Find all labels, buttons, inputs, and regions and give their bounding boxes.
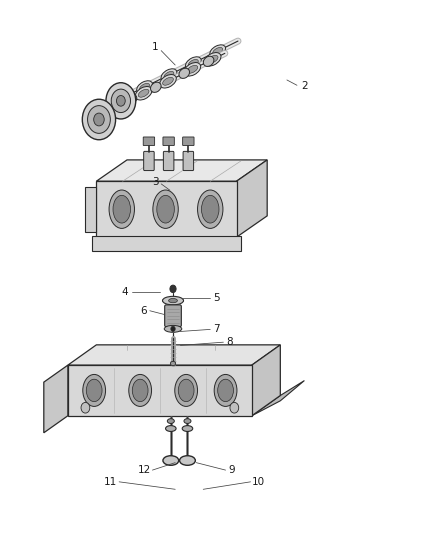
Circle shape bbox=[171, 326, 175, 332]
Text: 6: 6 bbox=[140, 306, 147, 316]
Ellipse shape bbox=[164, 71, 174, 79]
Ellipse shape bbox=[201, 195, 219, 223]
Ellipse shape bbox=[185, 57, 201, 69]
Polygon shape bbox=[68, 345, 280, 365]
Ellipse shape bbox=[129, 374, 152, 406]
Ellipse shape bbox=[175, 374, 198, 406]
FancyBboxPatch shape bbox=[183, 151, 194, 171]
Ellipse shape bbox=[198, 190, 223, 228]
Ellipse shape bbox=[179, 68, 190, 78]
Text: 12: 12 bbox=[138, 465, 151, 475]
Text: 2: 2 bbox=[301, 82, 308, 91]
Text: 11: 11 bbox=[104, 477, 117, 487]
Polygon shape bbox=[237, 160, 267, 237]
Circle shape bbox=[94, 113, 104, 126]
Ellipse shape bbox=[138, 90, 149, 97]
Ellipse shape bbox=[126, 94, 137, 104]
FancyBboxPatch shape bbox=[144, 151, 154, 171]
Ellipse shape bbox=[132, 379, 148, 402]
Circle shape bbox=[106, 83, 136, 119]
Ellipse shape bbox=[137, 81, 152, 93]
FancyBboxPatch shape bbox=[92, 236, 241, 251]
FancyBboxPatch shape bbox=[183, 137, 194, 146]
Ellipse shape bbox=[162, 77, 173, 85]
Ellipse shape bbox=[214, 374, 237, 406]
Ellipse shape bbox=[203, 56, 214, 67]
Circle shape bbox=[88, 106, 110, 133]
FancyBboxPatch shape bbox=[85, 187, 96, 232]
Ellipse shape bbox=[113, 195, 131, 223]
Circle shape bbox=[81, 402, 90, 413]
FancyBboxPatch shape bbox=[96, 181, 237, 237]
FancyBboxPatch shape bbox=[163, 137, 174, 146]
Circle shape bbox=[170, 285, 176, 293]
Circle shape bbox=[117, 95, 125, 106]
FancyBboxPatch shape bbox=[165, 305, 181, 327]
Polygon shape bbox=[96, 160, 267, 181]
Ellipse shape bbox=[140, 83, 149, 91]
Ellipse shape bbox=[160, 75, 177, 88]
Ellipse shape bbox=[188, 59, 198, 67]
Text: 4: 4 bbox=[121, 287, 128, 297]
Ellipse shape bbox=[210, 45, 226, 57]
Circle shape bbox=[230, 402, 239, 413]
Text: 5: 5 bbox=[213, 293, 220, 303]
Text: 10: 10 bbox=[252, 477, 265, 487]
Polygon shape bbox=[252, 381, 304, 416]
Ellipse shape bbox=[151, 82, 161, 92]
Text: 9: 9 bbox=[229, 465, 236, 475]
Ellipse shape bbox=[163, 456, 179, 465]
Circle shape bbox=[82, 99, 116, 140]
FancyBboxPatch shape bbox=[163, 151, 174, 171]
Ellipse shape bbox=[218, 379, 233, 402]
Polygon shape bbox=[44, 365, 68, 433]
Ellipse shape bbox=[164, 325, 182, 333]
Text: 1: 1 bbox=[152, 42, 159, 52]
Ellipse shape bbox=[135, 86, 152, 100]
Ellipse shape bbox=[170, 361, 176, 366]
Ellipse shape bbox=[114, 101, 125, 109]
Ellipse shape bbox=[178, 379, 194, 402]
Ellipse shape bbox=[161, 69, 177, 81]
Circle shape bbox=[111, 89, 131, 112]
Ellipse shape bbox=[187, 66, 198, 73]
FancyBboxPatch shape bbox=[143, 137, 155, 146]
Text: 7: 7 bbox=[213, 325, 220, 334]
Polygon shape bbox=[252, 345, 280, 416]
Ellipse shape bbox=[102, 106, 113, 116]
Ellipse shape bbox=[180, 456, 195, 465]
Ellipse shape bbox=[205, 53, 221, 66]
Ellipse shape bbox=[213, 47, 223, 55]
Ellipse shape bbox=[111, 99, 127, 112]
Ellipse shape bbox=[184, 419, 191, 423]
Ellipse shape bbox=[167, 419, 174, 423]
Ellipse shape bbox=[182, 425, 193, 432]
Text: 8: 8 bbox=[226, 337, 233, 347]
FancyBboxPatch shape bbox=[68, 365, 252, 416]
Ellipse shape bbox=[169, 298, 177, 303]
Ellipse shape bbox=[109, 190, 134, 228]
Ellipse shape bbox=[153, 190, 178, 228]
Ellipse shape bbox=[207, 55, 218, 63]
Ellipse shape bbox=[157, 195, 174, 223]
Ellipse shape bbox=[184, 62, 201, 76]
Ellipse shape bbox=[83, 374, 106, 406]
Text: 3: 3 bbox=[152, 177, 159, 187]
Ellipse shape bbox=[86, 379, 102, 402]
Ellipse shape bbox=[162, 296, 184, 305]
Ellipse shape bbox=[166, 425, 176, 432]
